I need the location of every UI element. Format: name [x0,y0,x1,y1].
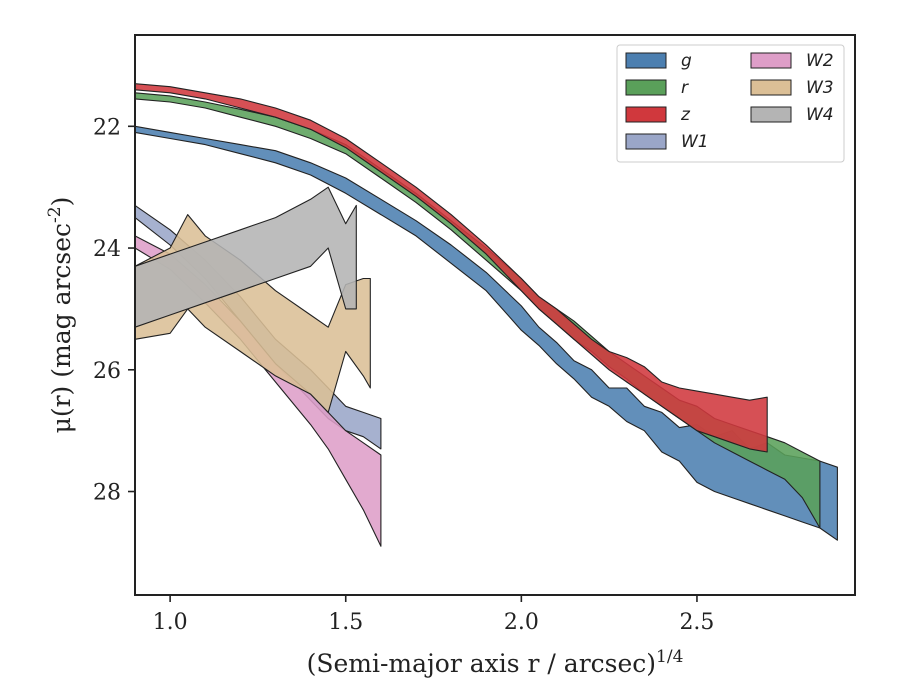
series-band-g [134,125,838,541]
legend-swatch-w2 [750,52,792,69]
y-tick-label: 26 [93,359,121,384]
plot-frame [134,34,856,596]
legend-label-w1: W1 [681,132,709,152]
x-tick-label: 1.0 [153,610,188,635]
legend-box [616,44,845,163]
ticks-layer: 1.0 1.5 2.0 2.5 22 24 26 28 [93,115,714,635]
legend-swatch-w3 [750,79,792,96]
legend-label-r: r [681,78,689,98]
legend-swatch-g [625,52,667,69]
legend-swatch-w4 [750,106,792,123]
y-tick-label: 28 [93,481,121,506]
legend: grz W1 W2 W3 W4 [616,44,845,163]
series-band-w4 [134,186,357,328]
legend-label-g: g [681,51,692,71]
y-tick-label: 22 [93,115,121,140]
legend-swatch-w1 [625,133,667,150]
y-tick-label: 24 [93,237,121,262]
series-band-z [134,83,768,453]
legend-label-w2: W2 [806,51,834,71]
x-axis-label: (Semi-major axis r / arcsec)1/4 [307,647,684,678]
legend-swatch-r [625,79,667,96]
x-tick-label: 2.0 [504,610,539,635]
legend-swatch-z [625,106,667,123]
x-tick-label: 2.5 [679,610,714,635]
series-layer [134,83,838,547]
y-axis-label: μ(r) (mag arcsec-2) [45,197,76,434]
legend-label-w3: W3 [806,78,834,98]
legend-label-z: z [680,105,691,125]
x-tick-label: 1.5 [328,610,363,635]
legend-label-w4: W4 [806,105,834,125]
